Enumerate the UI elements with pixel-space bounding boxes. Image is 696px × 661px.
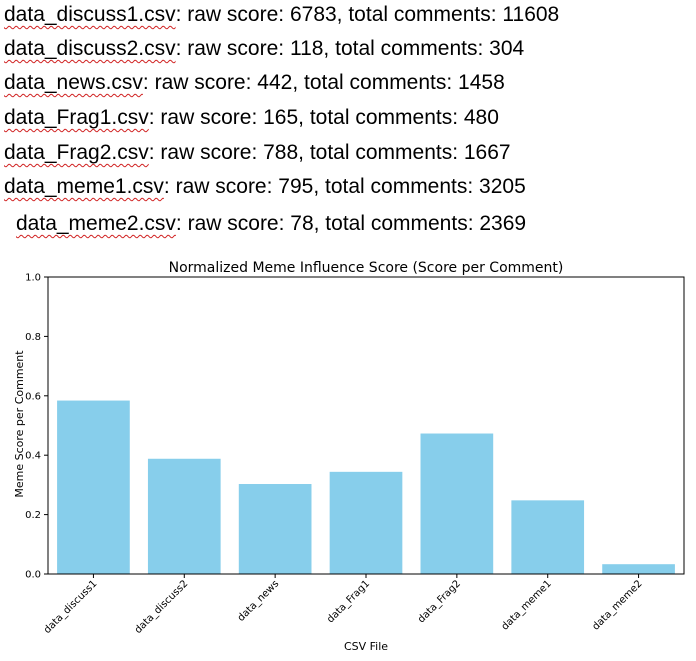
x-tick-label: data_Frag2	[416, 578, 463, 625]
summary-line: data_news.csv: raw score: 442, total com…	[4, 68, 505, 98]
summary-line: data_Frag1.csv: raw score: 165, total co…	[4, 103, 499, 133]
file-name: data_meme2.csv	[16, 212, 176, 235]
chart-title: Normalized Meme Influence Score (Score p…	[169, 260, 564, 276]
file-name: data_discuss1.csv	[4, 3, 176, 26]
x-tick-label: data_Frag1	[325, 578, 372, 625]
file-name: data_Frag1.csv	[4, 106, 149, 129]
y-tick-label: 0.2	[25, 510, 41, 521]
summary-line: data_discuss2.csv: raw score: 118, total…	[4, 34, 524, 64]
x-tick-label: data_discuss1	[42, 578, 100, 636]
x-tick-label: data_meme1	[500, 578, 554, 632]
file-name: data_news.csv	[4, 71, 143, 94]
summary-line: data_meme2.csv: raw score: 78, total com…	[16, 209, 526, 239]
bar-chart: Normalized Meme Influence Score (Score p…	[13, 260, 685, 653]
y-tick-label: 0.8	[25, 332, 41, 343]
y-tick-label: 0.4	[25, 451, 41, 462]
plot-frame	[47, 276, 685, 575]
line-stats: : raw score: 78, total comments: 2369	[175, 212, 527, 235]
y-tick-label: 0.0	[25, 570, 41, 581]
bar-data_meme2	[602, 564, 675, 574]
y-tick-label: 1.0	[25, 273, 41, 284]
y-axis: 0.0 0.2 0.4 0.6 0.8 1.0	[25, 273, 48, 581]
line-stats: : raw score: 795, total comments: 3205	[163, 175, 526, 198]
line-stats: : raw score: 788, total comments: 1667	[148, 141, 511, 164]
x-tick-label: data_discuss2	[133, 578, 191, 636]
summary-line: data_discuss1.csv: raw score: 6783, tota…	[4, 0, 559, 30]
line-stats: : raw score: 6783, total comments: 11608	[175, 3, 560, 26]
bar-data_discuss1	[57, 400, 130, 574]
y-tick-label: 0.6	[25, 391, 41, 402]
bar-data_Frag2	[420, 433, 494, 574]
file-name: data_meme1.csv	[4, 175, 164, 198]
summary-line: data_meme1.csv: raw score: 795, total co…	[4, 172, 526, 202]
summary-line: data_Frag2.csv: raw score: 788, total co…	[4, 138, 511, 168]
line-stats: : raw score: 118, total comments: 304	[175, 37, 525, 60]
file-name: data_discuss2.csv	[4, 37, 176, 60]
x-tick-label: data_news	[236, 578, 282, 624]
line-stats: : raw score: 442, total comments: 1458	[142, 71, 505, 94]
bar-data_meme1	[511, 500, 585, 574]
x-axis: data_discuss1 data_discuss2 data_news data_…	[42, 574, 645, 636]
bar-data_news	[238, 484, 312, 574]
line-stats: : raw score: 165, total comments: 480	[148, 106, 499, 129]
bar-data_Frag1	[329, 471, 403, 574]
bar-data_discuss2	[147, 458, 221, 574]
x-axis-label: CSV File	[344, 640, 388, 653]
y-axis-label: Meme Score per Comment	[13, 350, 26, 498]
x-tick-label: data_meme2	[590, 578, 644, 632]
file-name: data_Frag2.csv	[4, 141, 149, 164]
bars-group	[57, 400, 675, 574]
